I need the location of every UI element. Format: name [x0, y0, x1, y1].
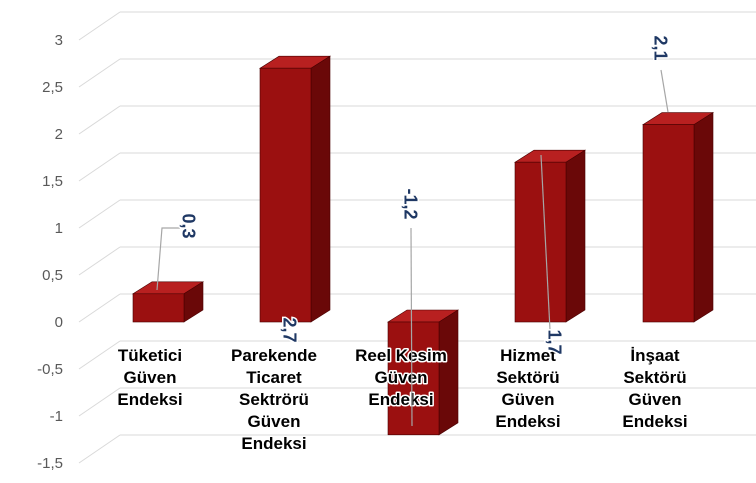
data-label-leaders [156, 69, 669, 427]
category-label-line: Sektörü [623, 368, 686, 387]
y-tick-label: 1 [55, 220, 63, 237]
y-tick-label: 3 [55, 32, 63, 49]
category-label-line: Güven [124, 368, 177, 387]
bar-front-face [387, 321, 440, 436]
grid-diagonal [78, 434, 121, 464]
category-label-line: Endeksi [117, 390, 182, 409]
category-label-line: Endeksi [495, 412, 560, 431]
category-label-line: Endeksi [622, 412, 687, 431]
bar-front-face [259, 67, 312, 323]
y-tick-label: 2,5 [42, 79, 63, 96]
data-label: 0,3 [178, 213, 198, 238]
grid-diagonal [78, 199, 121, 229]
category-labels: Tüketici Güven Endeksi Parekende Ticaret Sekt… [116, 345, 689, 455]
category-label-line: Parekende [231, 346, 317, 365]
grid-diagonal [78, 340, 121, 370]
data-label: 1,7 [544, 329, 564, 354]
bar-side-face [565, 149, 586, 323]
category-label-line: Güven [248, 412, 301, 431]
bar-side-face [438, 309, 459, 436]
category-label-line: Sektrörü [239, 390, 309, 409]
grid-diagonal [78, 11, 121, 41]
y-tick-label: 2 [55, 126, 63, 143]
data-label-leader [540, 154, 551, 331]
grid-diagonal [78, 105, 121, 135]
category-label: İnşaat Sektörü Güven Endeksi [622, 346, 687, 431]
category-label: Parekende Ticaret Sektrörü Güven Endeksi [231, 346, 317, 453]
data-label: -1,2 [400, 188, 420, 219]
bar [641, 112, 715, 323]
data-label: 2,1 [650, 35, 670, 60]
y-tick-label: 0,5 [42, 267, 63, 284]
category-label: Hizmet Sektörü Güven Endeksi [495, 346, 560, 431]
grid-diagonal [78, 246, 121, 276]
category-label-line: Endeksi [241, 434, 306, 453]
bar-side-face [693, 112, 714, 323]
category-label-line: Hizmet [500, 346, 556, 365]
data-labels: 0,3 2,7 -1,2 1,7 2,1 [177, 34, 672, 356]
category-label-line: Tüketici [118, 346, 182, 365]
category-label: Tüketici Güven Endeksi [117, 346, 182, 409]
category-label-line: Ticaret [246, 368, 302, 387]
bars [131, 55, 715, 436]
category-label: Reel Kesim Güven Endeksi [355, 346, 447, 409]
data-label-leader [660, 69, 669, 113]
bar [131, 281, 205, 323]
data-label: 2,7 [279, 317, 299, 342]
bar [386, 309, 460, 436]
data-label-leader [156, 227, 180, 291]
data-label-leader [410, 227, 413, 427]
category-label-line: Reel Kesim [355, 346, 447, 365]
y-tick-label: 0 [55, 314, 63, 331]
bar-front-face [642, 124, 695, 323]
y-tick-label: -1,5 [37, 455, 63, 472]
y-axis-ticks: 3 2,5 2 1,5 1 0,5 0 -0,5 -1 -1,5 [37, 32, 63, 472]
category-label-line: Güven [629, 390, 682, 409]
grid-diagonal [78, 152, 121, 182]
y-tick-label: -1 [50, 408, 63, 425]
category-label-line: Sektörü [496, 368, 559, 387]
grid-diagonal [78, 58, 121, 88]
category-label-line: Güven [502, 390, 555, 409]
category-label-line: İnşaat [630, 346, 679, 365]
category-label-line: Güven [375, 368, 428, 387]
grid-diagonal [78, 387, 121, 417]
y-tick-label: 1,5 [42, 173, 63, 190]
grid-diagonal [78, 293, 121, 323]
bar-front-face [514, 161, 567, 323]
bar [258, 55, 332, 323]
bar [513, 149, 587, 323]
y-tick-label: -0,5 [37, 361, 63, 378]
bar-side-face [310, 55, 331, 323]
category-label-line: Endeksi [368, 390, 433, 409]
bar-front-face [132, 293, 185, 323]
